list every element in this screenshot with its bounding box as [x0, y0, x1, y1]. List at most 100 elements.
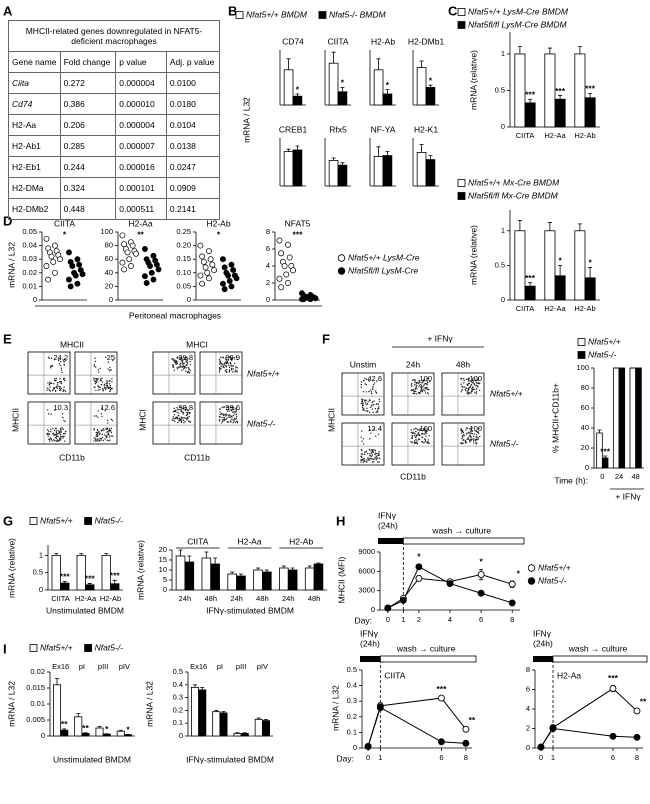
bar: [210, 563, 220, 591]
y-tick-label: 9000: [358, 547, 375, 556]
bar: [554, 98, 566, 128]
flow-event: [46, 389, 48, 392]
bar: [233, 733, 242, 737]
flow-event: [424, 427, 426, 430]
flow-event: [376, 409, 379, 411]
flow-event: [220, 365, 222, 368]
flow-event: [107, 361, 110, 363]
y-tick-label: 0.5: [495, 85, 505, 94]
significance: ***: [608, 673, 619, 683]
flow-event: [410, 440, 412, 443]
flow-event: [229, 361, 232, 364]
error-bar: [385, 89, 390, 94]
flow-event: [105, 356, 107, 358]
x-tick-label: 24: [615, 472, 623, 481]
flow-event: [178, 412, 180, 414]
flow-event: [378, 400, 381, 403]
data-point: [57, 256, 64, 263]
flow-event: [50, 438, 53, 440]
flow-event: [53, 434, 56, 436]
chart-title: CIITA: [54, 218, 75, 228]
flow-event: [415, 436, 417, 439]
flow-event: [186, 417, 189, 419]
y-axis-label: mRNA (relative): [468, 50, 478, 110]
error-bar: [83, 732, 88, 734]
annotation: wash → culture: [568, 643, 628, 653]
flow-event: [218, 369, 221, 372]
flow-plot-frame: [74, 351, 118, 395]
x-tick-label: pI: [79, 662, 85, 671]
flow-event: [468, 387, 470, 390]
significance: ***: [85, 574, 96, 584]
table-row: MHCII-related genes downregulated in NFA…: [8, 20, 220, 52]
significance: *: [341, 78, 345, 88]
flow-event: [53, 439, 56, 442]
flow-event: [224, 358, 227, 360]
flow-event: [472, 387, 474, 389]
flow-event: [219, 360, 221, 362]
flow-event: [414, 381, 416, 383]
flow-event: [64, 440, 66, 442]
flow-event: [50, 357, 53, 359]
stimulation-bar: [360, 656, 381, 662]
flow-event: [363, 459, 365, 461]
flow-event: [52, 427, 54, 430]
data-point: [202, 264, 209, 271]
gate-percentage: 12.6: [100, 403, 115, 412]
significance: *: [217, 229, 221, 239]
flow-event: [181, 369, 183, 372]
significance: ***: [585, 84, 596, 94]
flow-event: [232, 414, 235, 417]
flow-event: [225, 414, 227, 416]
flow-event: [179, 362, 182, 364]
flow-event: [172, 417, 174, 419]
table-cell: Ciita: [8, 72, 61, 94]
flow-event: [102, 428, 104, 430]
flow-event: [424, 387, 427, 389]
data-point: [50, 258, 57, 265]
flow-event: [473, 433, 475, 435]
flow-event: [419, 434, 421, 437]
flow-plot-frame: [152, 401, 196, 445]
gate-percentage: 100: [419, 424, 432, 433]
chart-title: H2-Ab: [371, 36, 395, 46]
error-bar: [428, 84, 433, 88]
x-tick-label: 6: [479, 615, 483, 624]
bar: [514, 53, 526, 128]
data-point: [205, 275, 212, 282]
chart-title: Rfx5: [329, 124, 347, 134]
significance: **: [137, 229, 144, 239]
flow-event: [374, 453, 376, 456]
data-point: [45, 276, 52, 283]
annotation: IFNγ: [360, 628, 379, 638]
data-point: [204, 269, 211, 276]
flow-event: [361, 406, 364, 408]
flow-event: [234, 369, 237, 371]
error-bar: [281, 565, 286, 568]
flow-event: [110, 427, 113, 430]
flow-event: [93, 365, 96, 367]
flow-event: [94, 439, 97, 441]
flow-event: [226, 417, 228, 420]
flow-event: [171, 419, 173, 421]
flow-event: [225, 356, 227, 359]
flow-event: [110, 418, 113, 421]
x-tick-label: 0: [600, 472, 604, 481]
flow-event: [55, 377, 58, 380]
flow-event: [103, 429, 105, 431]
flow-event: [232, 422, 234, 424]
flow-event: [365, 410, 367, 412]
table: MHCII-related genes downregulated in NFA…: [8, 20, 221, 220]
flow-event: [50, 413, 52, 416]
flow-event: [111, 419, 114, 422]
legend-swatch: [337, 254, 346, 262]
flow-event: [55, 430, 57, 432]
flow-event: [96, 380, 98, 382]
y-tick-label: 0: [585, 463, 589, 472]
flow-event: [412, 431, 414, 433]
flow-plot-frame: [391, 422, 435, 466]
flow-event: [189, 363, 192, 366]
flow-event: [109, 369, 111, 371]
legend-swatch: [527, 564, 536, 572]
flow-event: [183, 367, 186, 369]
